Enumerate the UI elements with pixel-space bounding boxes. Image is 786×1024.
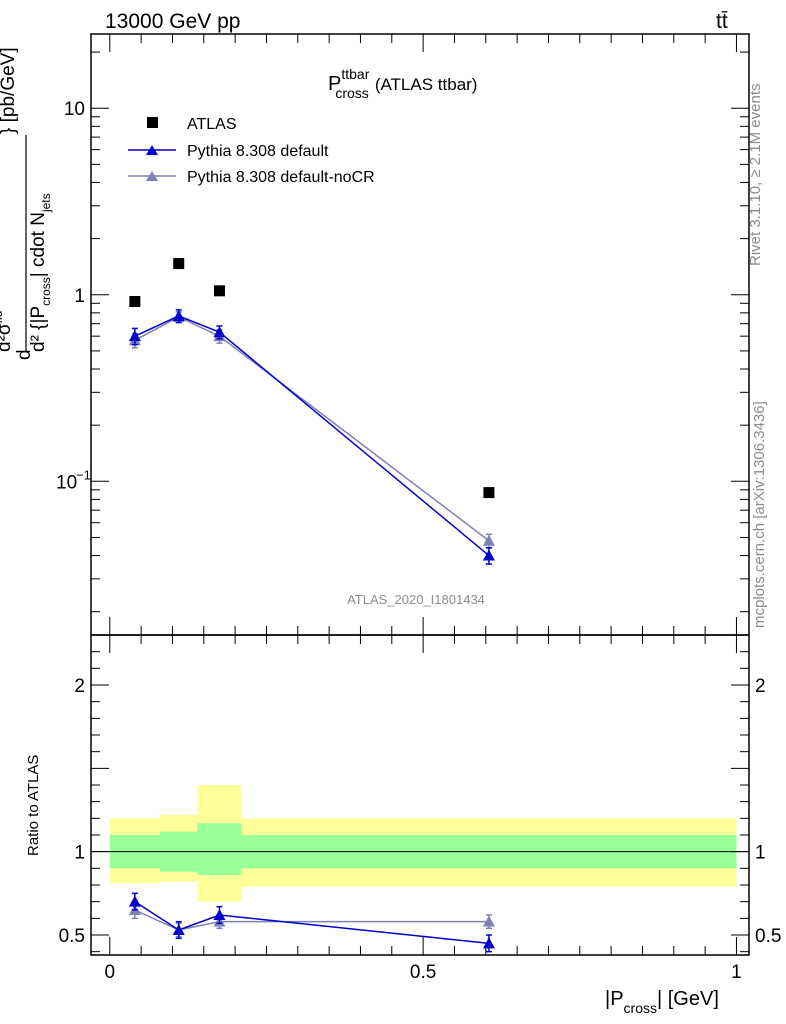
stat-uncertainty-band [197, 823, 242, 875]
main-y-tick-label: 10 [64, 99, 85, 120]
main-y-tick-label: 10 [56, 472, 77, 493]
rivet-label: Rivet 3.1.10, ≥ 2.1M events [747, 84, 764, 267]
main-y-label-d: d [14, 349, 35, 360]
energy-label: 13000 GeV pp [105, 10, 240, 33]
process-label: tt̄ [716, 10, 728, 33]
ratio-y-tick-label: 1 [74, 843, 85, 864]
legend: ATLAS Pythia 8.308 default Pythia 8.308 … [128, 116, 375, 186]
data-point-default [482, 549, 495, 561]
legend-marker-nocr [146, 171, 158, 181]
ratio-bands [91, 785, 749, 902]
atlas-data-point [129, 296, 141, 308]
data-point-default [128, 330, 141, 342]
ratio-point-default [482, 937, 495, 949]
plot-title: Pttbar cross (ATLAS ttbar) [328, 66, 477, 101]
ratio-line-nocr [134, 909, 489, 931]
main-y-tick-exponent: −1 [76, 467, 91, 482]
data-marks [128, 258, 495, 953]
ratio-point-nocr [482, 915, 495, 927]
ratio-y-tick-label: 0.5 [59, 926, 85, 947]
legend-label-atlas: ATLAS [187, 116, 237, 133]
legend-marker-atlas [147, 117, 158, 128]
atlas-data-point [213, 285, 225, 297]
main-y-label-unit: } [pb/GeV] [0, 47, 19, 134]
ratio-point-default [172, 924, 185, 935]
main-y-tick-label: 1 [74, 286, 85, 307]
plot-frames [90, 33, 750, 956]
data-point-default [172, 309, 185, 321]
main-y-label-bottom: d² {|Pcross| cdot Njets [28, 193, 53, 352]
atlas-data-point [173, 258, 185, 270]
mcplots-label: mcplots.cern.ch [arXiv:1306.3436] [751, 401, 768, 628]
ratio-line-default [134, 901, 490, 945]
ratio-point-default [213, 909, 226, 920]
data-point-nocr [482, 534, 495, 546]
legend-label-nocr: Pythia 8.308 default-noCR [187, 169, 375, 186]
x-axis-label: |Pcross| [GeV] [605, 988, 719, 1016]
main-y-label-top: d²σfid [0, 311, 15, 352]
ratio-y-label: Ratio to ATLAS [25, 755, 42, 856]
ratio-point-default [128, 895, 141, 907]
data-point-default [213, 326, 226, 338]
legend-label-default: Pythia 8.308 default [187, 143, 329, 160]
ratio-y-tick-label-right: 2 [755, 676, 766, 697]
analysis-watermark: ATLAS_2020_I1801434 [347, 592, 485, 607]
atlas-data-point [483, 487, 495, 499]
x-tick-label: 0.5 [410, 962, 436, 983]
x-tick-label: 0 [105, 962, 116, 983]
ratio-y-tick-label-right: 0.5 [755, 926, 781, 947]
ratio-frame [90, 634, 750, 956]
series-line-nocr [134, 316, 490, 542]
series-line-default [134, 315, 490, 557]
x-tick-label: 1 [731, 962, 742, 983]
ratio-y-tick-label-right: 1 [755, 843, 766, 864]
legend-marker-default [146, 145, 158, 155]
ratio-y-tick-label: 2 [74, 676, 85, 697]
main-y-axis-label: d d²σfid d² {|Pcross| cdot Njets } [pb/G… [0, 47, 53, 360]
